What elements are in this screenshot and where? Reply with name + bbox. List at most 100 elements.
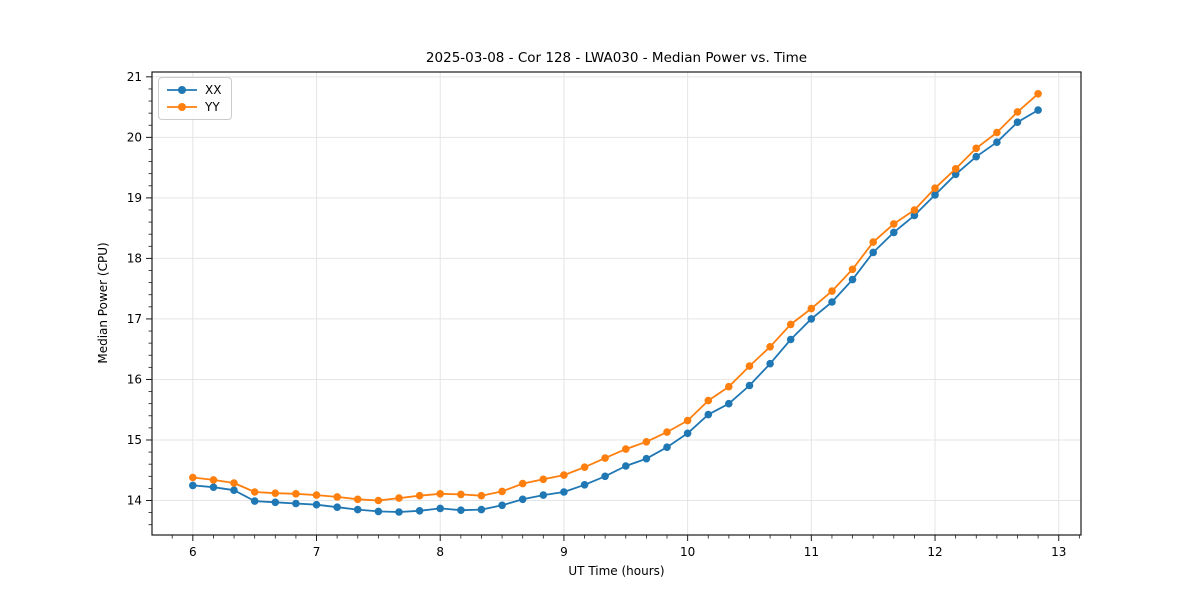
data-point-xx xyxy=(292,499,300,508)
data-point-yy xyxy=(374,496,383,505)
data-point-xx xyxy=(374,507,383,516)
data-point-yy xyxy=(704,396,713,405)
data-point-yy xyxy=(725,382,733,391)
y-axis-label: Median Power (CPU) xyxy=(96,242,110,364)
data-point-yy xyxy=(230,479,238,487)
data-point-yy xyxy=(601,454,609,462)
data-point-xx xyxy=(848,275,857,284)
x-tick-label: 10 xyxy=(680,545,695,559)
data-point-xx xyxy=(890,228,898,237)
legend-entry-xx: XX xyxy=(166,83,221,97)
data-point-yy xyxy=(745,362,754,370)
data-point-xx xyxy=(477,505,486,514)
data-point-xx xyxy=(250,497,259,505)
data-point-yy xyxy=(1034,90,1042,98)
data-point-yy xyxy=(518,479,527,488)
data-point-xx xyxy=(498,501,506,510)
x-tick-label: 11 xyxy=(804,545,819,559)
data-point-xx xyxy=(704,410,713,419)
plot-border xyxy=(151,71,1082,536)
data-point-xx xyxy=(560,488,568,496)
data-point-xx xyxy=(230,486,238,495)
data-point-xx xyxy=(539,491,548,499)
legend-marker-yy xyxy=(167,103,197,111)
x-tick-label: 9 xyxy=(560,545,568,559)
data-point-xx xyxy=(415,507,424,515)
data-point-xx xyxy=(436,504,445,513)
data-point-yy xyxy=(457,490,465,499)
data-point-xx xyxy=(663,443,671,452)
legend-marker-xx xyxy=(167,86,197,94)
data-point-yy xyxy=(972,144,980,153)
data-point-yy xyxy=(415,491,424,500)
data-point-yy xyxy=(395,494,403,502)
x-axis-label: UT Time (hours) xyxy=(568,564,665,578)
data-point-yy xyxy=(910,206,919,214)
data-point-xx xyxy=(910,211,919,220)
data-point-xx xyxy=(642,454,651,463)
data-point-xx xyxy=(766,359,774,368)
data-point-xx xyxy=(209,483,218,492)
data-point-yy xyxy=(890,220,898,228)
data-point-yy xyxy=(312,491,321,499)
data-point-xx xyxy=(333,503,342,512)
data-point-yy xyxy=(209,476,218,484)
data-point-yy xyxy=(931,184,939,192)
data-point-yy xyxy=(683,416,692,425)
data-point-yy xyxy=(663,428,671,436)
data-point-yy xyxy=(766,343,774,351)
data-point-xx xyxy=(745,381,754,390)
x-tick-label: 8 xyxy=(436,545,444,559)
data-point-yy xyxy=(189,473,197,482)
data-point-yy xyxy=(477,491,486,500)
data-point-yy xyxy=(580,463,589,472)
x-tick-label: 13 xyxy=(1051,545,1066,559)
data-point-xx xyxy=(786,335,795,344)
data-point-xx xyxy=(580,481,589,489)
data-point-yy xyxy=(993,128,1001,137)
data-point-yy xyxy=(250,488,259,496)
y-tick-label: 14 xyxy=(127,494,142,508)
data-point-xx xyxy=(1013,118,1022,126)
data-point-xx xyxy=(828,298,836,306)
data-point-xx xyxy=(951,170,960,179)
data-point-yy xyxy=(828,287,836,295)
y-tick-label: 21 xyxy=(127,70,142,84)
data-point-xx xyxy=(622,462,630,470)
data-point-xx xyxy=(189,481,197,490)
y-tick-label: 20 xyxy=(127,131,142,145)
data-point-xx xyxy=(353,505,362,514)
series-line-xx xyxy=(192,109,1039,513)
y-tick-label: 18 xyxy=(127,252,142,266)
data-point-yy xyxy=(436,490,445,498)
data-point-yy xyxy=(786,320,795,329)
legend: XX YY xyxy=(158,77,233,120)
legend-label-xx: XX xyxy=(205,83,222,97)
data-point-yy xyxy=(539,475,548,484)
y-tick-label: 15 xyxy=(127,433,142,447)
data-point-xx xyxy=(993,138,1001,146)
data-point-xx xyxy=(271,498,280,507)
x-tick-label: 6 xyxy=(189,545,197,559)
legend-entry-yy: YY xyxy=(166,100,221,114)
data-point-xx xyxy=(1034,106,1042,114)
data-point-yy xyxy=(807,304,816,313)
data-point-xx xyxy=(683,429,692,438)
x-tick-label: 12 xyxy=(927,545,942,559)
data-point-yy xyxy=(848,265,857,274)
data-point-yy xyxy=(333,493,342,501)
data-point-yy xyxy=(951,165,960,173)
data-point-yy xyxy=(498,487,506,496)
legend-label-yy: YY xyxy=(205,100,220,114)
data-point-yy xyxy=(271,489,280,498)
data-point-yy xyxy=(292,490,300,498)
data-point-xx xyxy=(312,500,321,509)
y-tick-label: 17 xyxy=(127,312,142,326)
data-point-xx xyxy=(457,506,465,514)
data-point-yy xyxy=(560,471,568,479)
y-tick-label: 19 xyxy=(127,191,142,205)
data-point-yy xyxy=(869,238,877,246)
data-point-xx xyxy=(725,399,733,408)
